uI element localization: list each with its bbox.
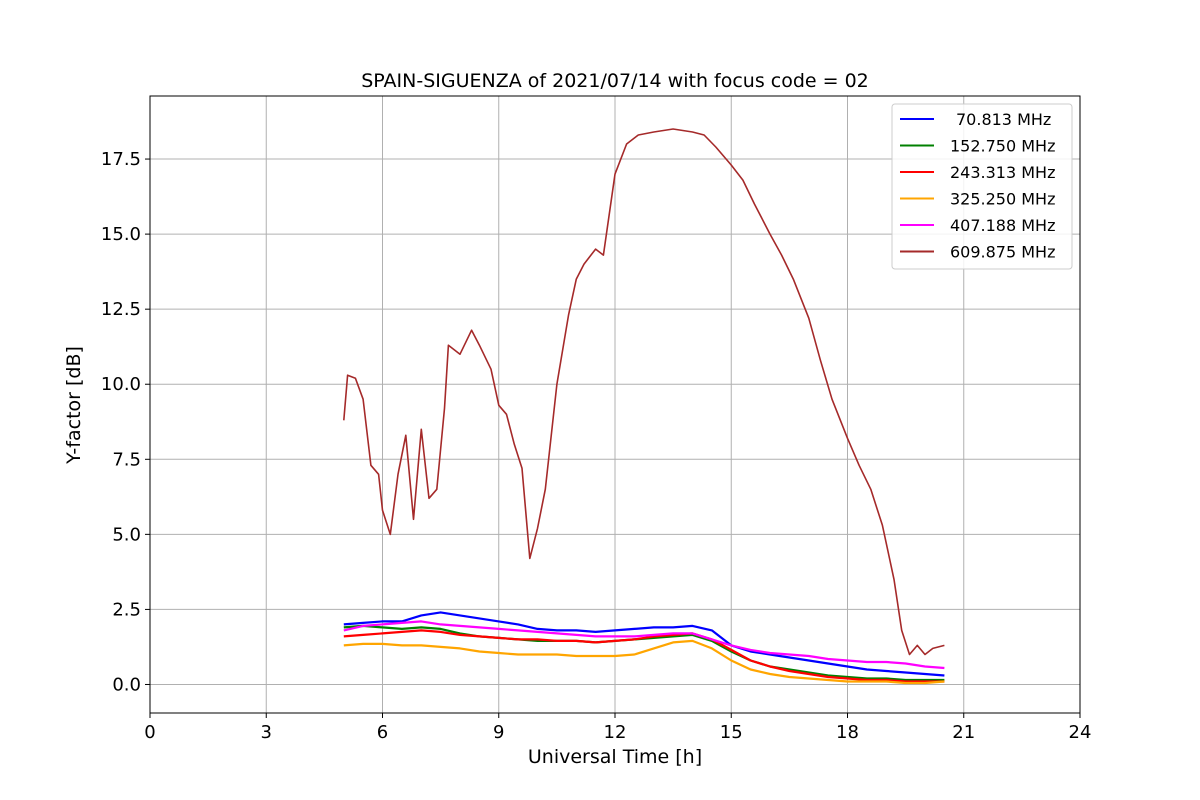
y-tick-label: 12.5 bbox=[101, 299, 141, 320]
x-tick-label: 15 bbox=[720, 722, 743, 743]
x-tick-label: 24 bbox=[1069, 722, 1092, 743]
y-tick-label: 17.5 bbox=[101, 149, 141, 170]
legend-entry: 243.313 MHz bbox=[950, 163, 1055, 182]
y-tick-label: 10.0 bbox=[101, 374, 141, 395]
legend-entry: 407.188 MHz bbox=[950, 216, 1055, 235]
legend-entry: 152.750 MHz bbox=[950, 137, 1055, 156]
series-line-1 bbox=[343, 611, 945, 677]
y-tick-label: 15.0 bbox=[101, 224, 141, 245]
x-tick-label: 6 bbox=[377, 722, 388, 743]
series-line-4 bbox=[343, 639, 945, 685]
legend-entry: 70.813 MHz bbox=[956, 110, 1051, 129]
chart-title: SPAIN-SIGUENZA of 2021/07/14 with focus … bbox=[361, 70, 869, 92]
x-tick-label: 3 bbox=[261, 722, 272, 743]
y-ticks: 0.0 2.5 5.0 7.5 10.0 12.5 15.0 17.5 bbox=[101, 149, 150, 695]
series-line-5 bbox=[343, 620, 945, 670]
x-tick-label: 0 bbox=[144, 722, 155, 743]
legend-box bbox=[891, 103, 1073, 270]
legend: 70.813 MHz 152.750 MHz 243.313 MHz 325.250 … bbox=[891, 103, 1073, 270]
x-tick-label: 9 bbox=[493, 722, 504, 743]
y-tick-label: 2.5 bbox=[112, 599, 141, 620]
y-axis-label: Y-factor [dB] bbox=[63, 346, 85, 465]
y-tick-label: 7.5 bbox=[112, 449, 141, 470]
y-tick-label: 0.0 bbox=[112, 674, 141, 695]
legend-entry: 325.250 MHz bbox=[950, 190, 1055, 209]
x-tick-label: 12 bbox=[604, 722, 627, 743]
series-group bbox=[343, 128, 945, 685]
x-axis-label: Universal Time [h] bbox=[528, 746, 702, 768]
series-line-6 bbox=[343, 128, 945, 656]
x-tick-label: 18 bbox=[836, 722, 859, 743]
series-line-3 bbox=[343, 629, 945, 683]
x-tick-label: 21 bbox=[952, 722, 975, 743]
x-ticks: 0 3 6 9 12 15 18 21 24 bbox=[144, 713, 1091, 743]
y-tick-label: 5.0 bbox=[112, 524, 141, 545]
legend-entry: 609.875 MHz bbox=[950, 243, 1055, 262]
